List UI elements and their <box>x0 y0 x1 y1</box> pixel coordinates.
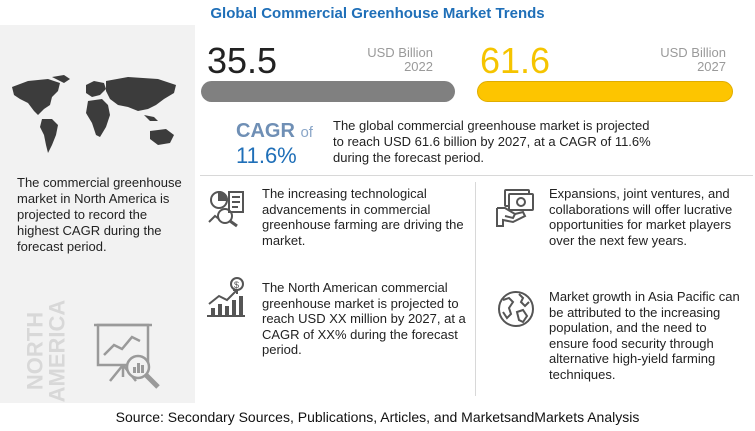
market-value-2022: 35.5 <box>207 40 278 81</box>
cagr-label: CAGR of <box>236 120 326 143</box>
insight-asia-pacific: Market growth in Asia Pacific can be att… <box>549 289 740 382</box>
cagr-block: CAGR of 11.6% <box>236 120 326 169</box>
unit-text-2022: USD Billion <box>367 45 433 60</box>
region-label: NORTH AMERICA <box>15 293 70 418</box>
insight-north-america: The North American commercial greenhouse… <box>262 280 466 357</box>
source-note: Source: Secondary Sources, Publications,… <box>115 409 640 425</box>
region-label-line1: NORTH <box>22 311 48 391</box>
cagr-of-text: of <box>300 124 313 141</box>
page-title: Global Commercial Greenhouse Market Tren… <box>210 5 545 22</box>
market-bar-2022 <box>201 81 455 102</box>
year-text-2027: 2027 <box>697 59 726 74</box>
insight-expansions: Expansions, joint ventures, and collabor… <box>549 186 733 248</box>
globe-icon <box>498 291 534 327</box>
unit-label-2027: USD Billion 2027 <box>654 46 726 74</box>
cagr-description: The global commercial greenhouse market … <box>333 118 651 165</box>
tech-analytics-icon <box>208 190 244 228</box>
cagr-value: 11.6% <box>236 143 297 168</box>
growth-chart-icon: $ <box>207 277 245 317</box>
unit-label-2022: USD Billion 2022 <box>363 46 433 74</box>
market-value-2027: 61.6 <box>480 40 551 81</box>
insight-technology: The increasing technological advancement… <box>262 186 464 248</box>
presentation-magnifier-icon <box>94 323 160 389</box>
svg-text:$: $ <box>234 280 239 290</box>
column-divider <box>475 182 476 396</box>
cagr-label-text: CAGR <box>236 120 295 142</box>
handshake-money-icon <box>496 189 534 227</box>
year-text-2022: 2022 <box>404 59 433 74</box>
market-bar-2027 <box>477 81 733 102</box>
left-panel: The commercial greenhouse market in Nort… <box>0 25 195 403</box>
north-america-note: The commercial greenhouse market in Nort… <box>17 175 182 254</box>
unit-text-2027: USD Billion <box>660 45 726 60</box>
world-map-icon <box>12 75 176 153</box>
section-divider <box>200 175 753 176</box>
region-label-line2: AMERICA <box>44 299 70 403</box>
